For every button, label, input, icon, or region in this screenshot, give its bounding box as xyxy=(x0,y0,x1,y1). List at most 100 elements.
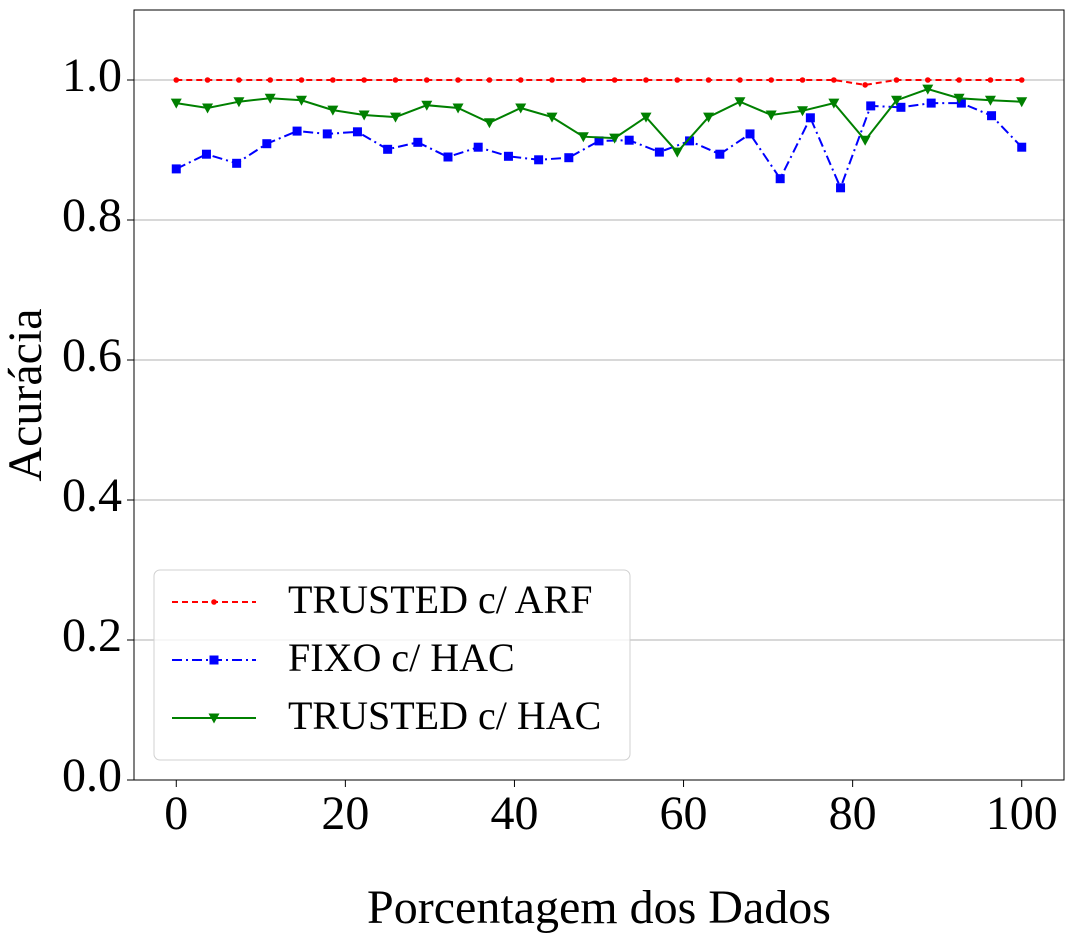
marker xyxy=(956,98,966,108)
marker xyxy=(765,110,777,121)
marker xyxy=(330,77,336,83)
marker xyxy=(455,77,461,83)
series-line xyxy=(175,102,1023,191)
marker xyxy=(549,77,555,83)
x-tick-label: 40 xyxy=(490,787,538,840)
x-tick-label: 60 xyxy=(660,787,708,840)
y-tick-label: 0.4 xyxy=(62,469,122,522)
marker xyxy=(452,103,464,114)
marker xyxy=(211,599,217,605)
marker xyxy=(609,133,621,144)
marker xyxy=(295,95,307,106)
marker xyxy=(486,77,493,83)
series-line xyxy=(176,88,1022,154)
marker xyxy=(322,129,332,139)
marker xyxy=(208,713,220,724)
marker xyxy=(987,77,994,83)
marker xyxy=(893,77,900,83)
marker xyxy=(232,158,242,168)
marker xyxy=(1018,77,1025,83)
marker xyxy=(209,655,219,665)
marker xyxy=(236,77,242,83)
marker xyxy=(262,139,272,149)
marker xyxy=(671,147,683,158)
marker xyxy=(564,153,574,163)
marker xyxy=(1017,142,1027,152)
marker xyxy=(674,77,681,83)
x-tick-label: 20 xyxy=(321,787,369,840)
marker xyxy=(654,147,664,157)
x-axis-label: Porcentagem dos Dados xyxy=(367,881,831,934)
marker xyxy=(924,77,931,83)
marker xyxy=(264,93,276,104)
marker xyxy=(292,126,302,136)
marker xyxy=(643,77,649,83)
marker xyxy=(233,97,245,108)
marker xyxy=(1016,97,1028,108)
marker xyxy=(922,84,934,95)
marker xyxy=(987,111,997,121)
marker xyxy=(171,164,181,174)
y-tick-label: 0.0 xyxy=(62,749,122,802)
x-tick-label: 100 xyxy=(986,787,1058,840)
marker xyxy=(594,136,604,146)
marker xyxy=(534,155,544,165)
marker xyxy=(503,151,513,161)
marker xyxy=(173,77,180,83)
marker xyxy=(831,77,837,83)
marker xyxy=(896,102,906,112)
marker xyxy=(392,77,399,83)
marker xyxy=(413,137,423,147)
marker xyxy=(389,112,401,123)
legend-label: TRUSTED c/ HAC xyxy=(288,693,601,738)
marker xyxy=(799,77,806,83)
marker xyxy=(953,93,965,104)
y-tick-label: 1.0 xyxy=(62,49,122,102)
marker xyxy=(797,106,809,117)
marker xyxy=(640,112,652,123)
plot-frame xyxy=(133,9,1065,781)
marker xyxy=(202,103,214,114)
marker xyxy=(866,101,876,111)
marker xyxy=(685,136,695,146)
marker xyxy=(734,97,746,108)
marker xyxy=(327,105,339,116)
marker xyxy=(473,142,483,152)
marker xyxy=(546,112,558,123)
marker xyxy=(956,77,962,83)
x-tick-label: 80 xyxy=(829,787,877,840)
marker xyxy=(737,77,743,83)
y-tick-label: 0.6 xyxy=(62,329,122,382)
marker xyxy=(926,98,936,108)
marker xyxy=(204,77,211,83)
series-line xyxy=(176,79,1022,86)
legend-label: FIXO c/ HAC xyxy=(288,635,515,680)
marker xyxy=(862,82,868,88)
marker xyxy=(577,132,589,143)
marker xyxy=(170,98,182,109)
marker xyxy=(352,127,362,137)
marker xyxy=(517,77,524,83)
legend-box xyxy=(153,569,631,761)
marker xyxy=(703,112,715,123)
marker xyxy=(443,152,453,162)
marker xyxy=(361,77,367,83)
legend-label: TRUSTED c/ ARF xyxy=(288,577,592,622)
y-tick-label: 0.8 xyxy=(62,189,122,242)
marker xyxy=(715,149,725,159)
marker xyxy=(891,95,903,106)
marker xyxy=(611,77,618,83)
marker xyxy=(515,103,527,114)
marker xyxy=(805,113,815,123)
marker xyxy=(859,135,871,146)
marker xyxy=(836,183,846,193)
marker xyxy=(828,98,840,109)
marker xyxy=(298,77,305,83)
marker xyxy=(984,95,996,106)
y-tick-label: 0.2 xyxy=(62,609,122,662)
marker xyxy=(775,174,785,184)
marker xyxy=(358,110,370,121)
marker xyxy=(745,129,755,139)
